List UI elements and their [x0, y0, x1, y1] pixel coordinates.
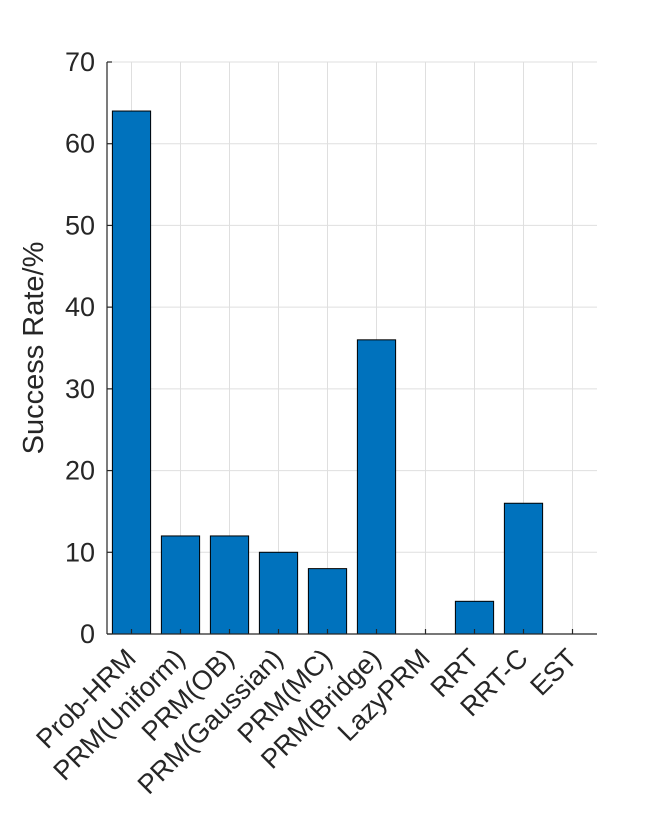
y-tick-labels: 0 10 20 30 40 50 60 70: [65, 47, 95, 649]
y-tick-label: 50: [65, 210, 95, 240]
y-tick-label: 30: [65, 374, 95, 404]
x-tick-label: EST: [524, 643, 582, 701]
y-tick-label: 40: [65, 292, 95, 322]
bar: [307, 568, 348, 635]
y-tick-label: 0: [80, 619, 95, 649]
bar: [160, 535, 201, 635]
y-axis-label: Success Rate/%: [18, 242, 50, 455]
x-tick-labels: Prob-HRMPRM(Uniform)PRM(OB)PRM(Gaussian)…: [30, 643, 582, 800]
y-tick-label: 10: [65, 537, 95, 567]
y-tick-label: 60: [65, 129, 95, 159]
bars: [111, 110, 544, 635]
y-tick-label: 20: [65, 456, 95, 486]
bar: [454, 600, 495, 635]
axes: [106, 61, 597, 635]
y-tick-label: 70: [65, 47, 95, 77]
bar: [356, 339, 397, 635]
bar: [503, 502, 544, 635]
bar: [258, 551, 299, 635]
bar: [209, 535, 250, 635]
bar: [111, 110, 152, 635]
